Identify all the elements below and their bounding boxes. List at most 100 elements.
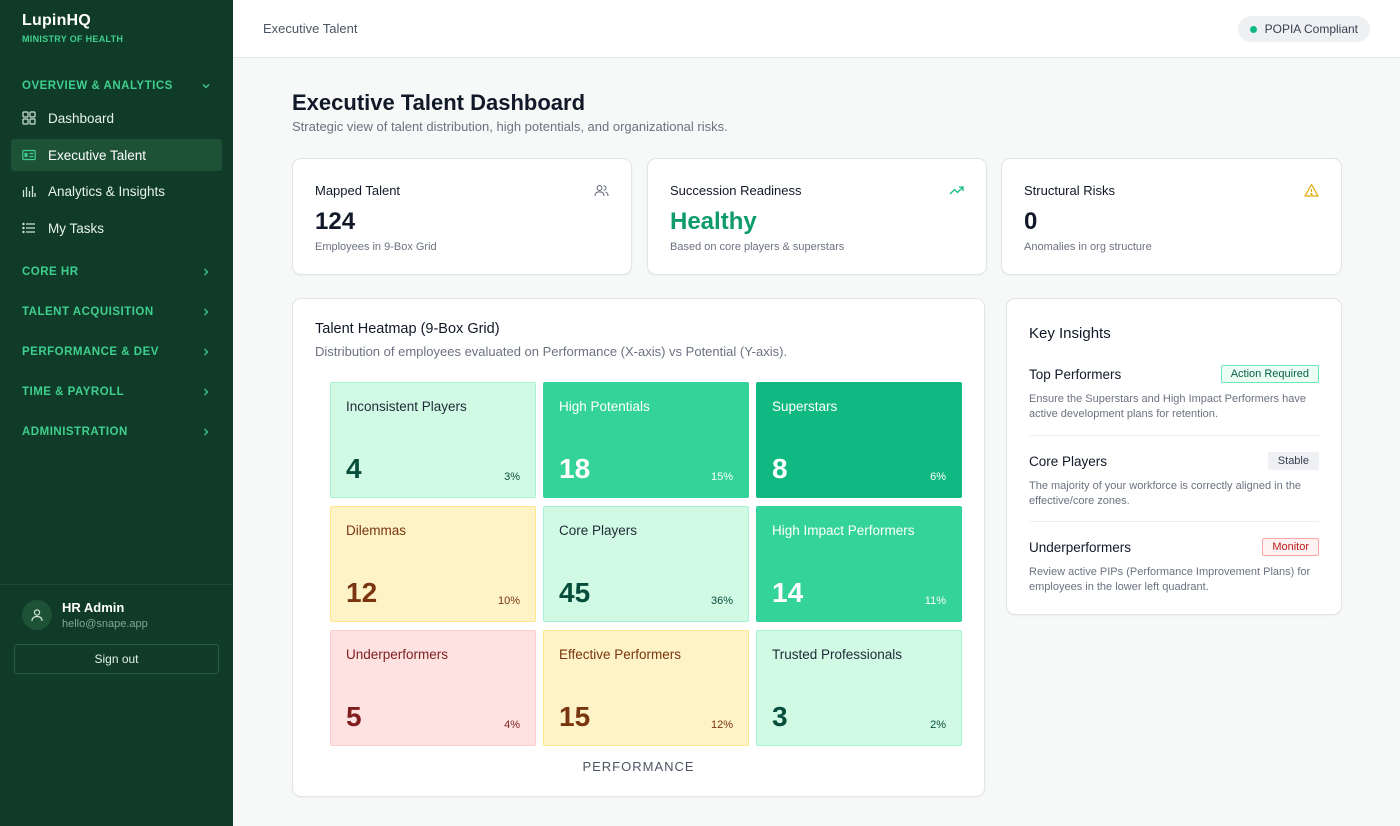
warning-icon	[1304, 183, 1319, 198]
divider	[1029, 521, 1319, 522]
nav-section-label: CORE HR	[22, 266, 79, 278]
bar-chart-icon	[22, 184, 36, 198]
nav-section-label: PERFORMANCE & DEV	[22, 346, 159, 358]
divider	[1029, 435, 1319, 436]
cell-count: 14	[772, 577, 804, 608]
stat-note: Employees in 9-Box Grid	[315, 241, 437, 253]
user-profile[interactable]: HR Admin hello@snape.app	[22, 600, 148, 630]
status-badge: Action Required	[1220, 365, 1319, 383]
chevron-right-icon	[201, 267, 211, 277]
brand[interactable]: LupinHQ MINISTRY OF HEALTH	[22, 12, 123, 44]
cell-count: 15	[559, 701, 591, 732]
cell-name: Core Players	[559, 523, 638, 538]
status-badge: Monitor	[1262, 538, 1319, 556]
chevron-down-icon	[201, 81, 211, 91]
insight-name: Underperformers	[1029, 539, 1132, 555]
nav-section-label: TALENT ACQUISITION	[22, 306, 154, 318]
cell-percent: 4%	[504, 719, 520, 731]
user-name: HR Admin	[62, 600, 125, 615]
chevron-right-icon	[201, 347, 211, 357]
sidebar-item-label: My Tasks	[48, 220, 105, 236]
cell-count: 5	[346, 701, 362, 732]
sidebar-item-label: Analytics & Insights	[48, 183, 166, 199]
cell-count: 8	[772, 453, 788, 484]
nav-section-label: TIME & PAYROLL	[22, 386, 125, 398]
stat-value: 124	[315, 208, 356, 235]
cell-name: Inconsistent Players	[346, 399, 467, 414]
nine-box-grid: Inconsistent Players 4 3% High Potential…	[330, 382, 963, 746]
nav-section-core-hr[interactable]: CORE HR	[22, 262, 211, 282]
cell-percent: 36%	[710, 595, 733, 607]
avatar	[22, 600, 52, 630]
grid-cell[interactable]: Superstars 8 6%	[756, 382, 962, 498]
nav-section-label: OVERVIEW & ANALYTICS	[22, 80, 173, 92]
sign-out-button[interactable]: Sign out	[14, 644, 219, 674]
sidebar-item-dashboard[interactable]: Dashboard	[11, 102, 222, 134]
cell-count: 4	[346, 453, 362, 484]
grid-cell[interactable]: Effective Performers 15 12%	[543, 630, 749, 746]
nav-section-talent-acquisition[interactable]: TALENT ACQUISITION	[22, 302, 211, 322]
page-subtitle: Strategic view of talent distribution, h…	[292, 119, 728, 134]
grid-cell[interactable]: High Potentials 18 15%	[543, 382, 749, 498]
grid-cell[interactable]: Underperformers 5 4%	[330, 630, 536, 746]
list-icon	[22, 221, 36, 235]
id-card-icon	[22, 148, 36, 162]
cell-count: 18	[559, 453, 591, 484]
sidebar-item-label: Dashboard	[48, 110, 115, 126]
brand-name: LupinHQ	[22, 12, 91, 29]
stat-label: Succession Readiness	[670, 183, 802, 198]
cell-percent: 10%	[497, 595, 520, 607]
compliance-label: POPIA Compliant	[1264, 22, 1358, 36]
stat-card-mapped-talent: Mapped Talent 124 Employees in 9-Box Gri…	[292, 158, 632, 275]
talent-heatmap-card: Talent Heatmap (9-Box Grid) Distribution…	[292, 298, 985, 797]
cell-count: 3	[772, 701, 788, 732]
compliance-badge: POPIA Compliant	[1237, 16, 1370, 42]
cell-name: Superstars	[772, 399, 838, 414]
heatmap-subtitle: Distribution of employees evaluated on P…	[315, 344, 788, 359]
nav-section-performance-dev[interactable]: PERFORMANCE & DEV	[22, 342, 211, 362]
stat-note: Based on core players & superstars	[670, 241, 845, 253]
grid-cell[interactable]: Inconsistent Players 4 3%	[330, 382, 536, 498]
sidebar: LupinHQ MINISTRY OF HEALTH OVERVIEW & AN…	[0, 0, 233, 826]
insight-name: Top Performers	[1029, 366, 1122, 382]
chevron-right-icon	[201, 427, 211, 437]
user-icon	[31, 609, 43, 622]
grid-cell[interactable]: Core Players 45 36%	[543, 506, 749, 622]
nav-section-administration[interactable]: ADMINISTRATION	[22, 422, 211, 442]
sidebar-item-my-tasks[interactable]: My Tasks	[11, 212, 222, 244]
nav-section-overview-analytics[interactable]: OVERVIEW & ANALYTICS	[22, 76, 211, 96]
chevron-right-icon	[201, 387, 211, 397]
insight-underperformers: Underperformers Monitor Review active PI…	[1029, 537, 1319, 595]
cell-percent: 15%	[710, 471, 733, 483]
nav-section-time-payroll[interactable]: TIME & PAYROLL	[22, 382, 211, 402]
stat-value: 0	[1024, 208, 1038, 235]
insight-text: Review active PIPs (Performance Improvem…	[1029, 566, 1311, 593]
status-badge: Stable	[1267, 452, 1319, 470]
stat-label: Structural Risks	[1024, 183, 1116, 198]
cell-count: 45	[559, 577, 591, 608]
cell-percent: 6%	[930, 471, 946, 483]
cell-name: Underperformers	[346, 647, 449, 662]
cell-percent: 2%	[930, 719, 946, 731]
cell-name: High Impact Performers	[772, 523, 915, 538]
insight-top-performers: Top Performers Action Required Ensure th…	[1029, 364, 1319, 422]
insights-title: Key Insights	[1029, 325, 1111, 342]
users-icon	[594, 183, 609, 198]
insight-core-players: Core Players Stable The majority of your…	[1029, 451, 1319, 509]
cell-count: 12	[346, 577, 378, 608]
stat-note: Anomalies in org structure	[1024, 241, 1152, 253]
stat-card-succession-readiness: Succession Readiness Healthy Based on co…	[647, 158, 987, 275]
cell-name: Effective Performers	[559, 647, 682, 662]
sidebar-item-executive-talent[interactable]: Executive Talent	[11, 139, 222, 171]
stat-card-structural-risks: Structural Risks 0 Anomalies in org stru…	[1001, 158, 1342, 275]
user-email: hello@snape.app	[62, 618, 148, 630]
insight-name: Core Players	[1029, 453, 1108, 469]
x-axis-label: PERFORMANCE	[582, 759, 695, 774]
top-bar: Executive Talent POPIA Compliant	[233, 0, 1400, 58]
grid-cell[interactable]: Trusted Professionals 3 2%	[756, 630, 962, 746]
cell-percent: 12%	[710, 719, 733, 731]
grid-cell[interactable]: Dilemmas 12 10%	[330, 506, 536, 622]
sidebar-item-analytics-insights[interactable]: Analytics & Insights	[11, 175, 222, 207]
cell-name: High Potentials	[559, 399, 650, 414]
grid-cell[interactable]: High Impact Performers 14 11%	[756, 506, 962, 622]
